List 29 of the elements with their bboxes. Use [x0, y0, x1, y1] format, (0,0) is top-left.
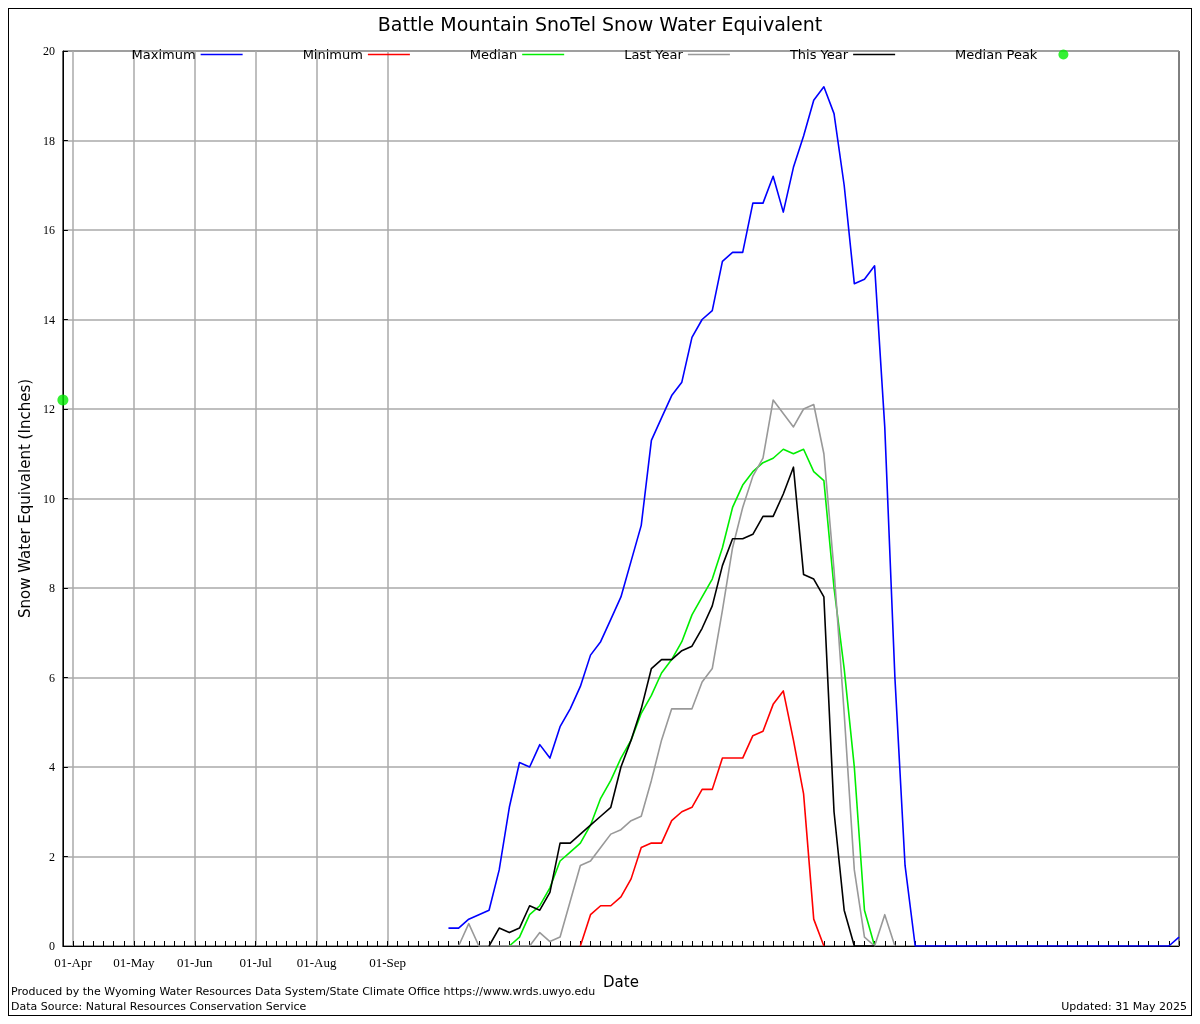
- y-axis-title: Snow Water Equivalent (Inches): [15, 378, 34, 619]
- x-tick-label: 01-Jul: [239, 955, 273, 970]
- x-tick-label: 01-May: [113, 955, 155, 970]
- y-tick-label: 8: [48, 581, 55, 595]
- y-tick-label: 4: [48, 760, 55, 774]
- x-tick-label: 01-Sep: [369, 955, 407, 970]
- y-tick-label: 10: [42, 491, 55, 506]
- y-tick-label: 12: [42, 402, 55, 416]
- legend-label: Minimum: [302, 47, 363, 62]
- y-tick-label: 14: [42, 312, 55, 327]
- x-tick-label: 01-Jun: [177, 955, 213, 970]
- y-tick-label: 16: [42, 223, 55, 237]
- x-axis-title: Date: [603, 972, 639, 991]
- y-tick-label: 2: [48, 849, 55, 864]
- legend-label: Median Peak: [955, 47, 1038, 62]
- chart-title: Battle Mountain SnoTel Snow Water Equivalent: [377, 12, 823, 35]
- source-note: Data Source: Natural Resources Conservation Service: [11, 1000, 307, 1013]
- y-tick-label: 18: [42, 133, 55, 148]
- legend-label: Last Year: [624, 47, 684, 62]
- y-tick-label: 20: [42, 44, 55, 58]
- legend-label: Median: [469, 47, 518, 62]
- text: Updated: 31 May 2025: [1061, 1000, 1187, 1013]
- legend-label: This Year: [788, 47, 849, 62]
- x-tick-label: 01-Aug: [296, 955, 337, 970]
- y-tick-label: 6: [48, 670, 55, 685]
- legend-label: Maximum: [131, 47, 196, 62]
- text: Produced by the Wyoming Water Resources Data System/State Climate Office https://www.wrds.uwyo.edu: [11, 985, 596, 998]
- y-tick-label: 0: [48, 939, 55, 953]
- x-tick-label: 01-Apr: [54, 955, 93, 970]
